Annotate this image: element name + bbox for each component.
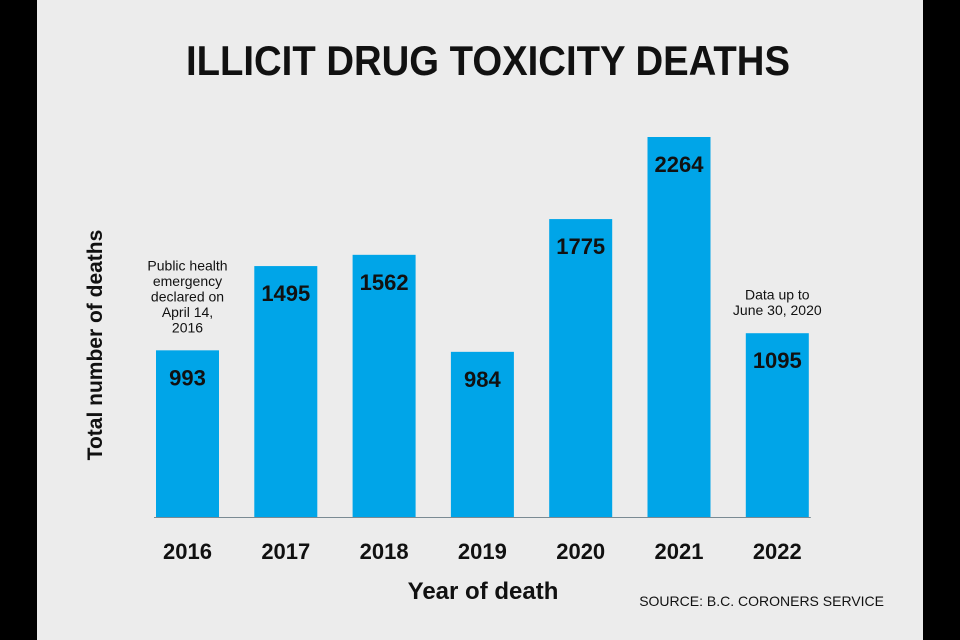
annotation-line: Public health xyxy=(147,257,227,273)
bar-chart: ILLICIT DRUG TOXICITY DEATHS 993 2016 1495… xyxy=(84,37,884,609)
x-tick-2021: 2021 xyxy=(655,539,704,564)
bar-2019 xyxy=(450,351,514,517)
x-tick-2022: 2022 xyxy=(753,539,802,564)
bar-2022 xyxy=(745,333,809,517)
source-note: SOURCE: B.C. CORONERS SERVICE xyxy=(639,593,884,609)
annotation-line: April 14, xyxy=(162,304,213,320)
data-label-2021: 2264 xyxy=(655,152,705,177)
annotation-line: Data up to xyxy=(745,287,810,303)
chart-title: ILLICIT DRUG TOXICITY DEATHS xyxy=(186,37,790,84)
bar-2016 xyxy=(156,350,219,517)
x-tick-2018: 2018 xyxy=(360,539,409,564)
labels-layer: 993 2016 1495 2017 1562 2018 984 2019 1775 2020 22… xyxy=(147,152,821,564)
data-label-2019: 984 xyxy=(464,367,501,392)
annotation-line: declared on xyxy=(151,288,224,304)
annotation-line: June 30, 2020 xyxy=(733,302,822,318)
x-tick-2016: 2016 xyxy=(163,539,212,564)
annotation-line: 2016 xyxy=(172,319,203,335)
chart-card: ILLICIT DRUG TOXICITY DEATHS 993 2016 1495… xyxy=(37,0,923,640)
data-label-2020: 1775 xyxy=(556,234,605,259)
bar-2018 xyxy=(352,254,416,518)
bar-2021 xyxy=(647,137,711,517)
y-axis-label: Total number of deaths xyxy=(84,230,107,461)
data-label-2016: 993 xyxy=(169,365,206,390)
bar-2020 xyxy=(549,219,613,517)
data-label-2017: 1495 xyxy=(261,281,310,306)
bar-2017 xyxy=(254,266,318,517)
x-axis-label: Year of death xyxy=(408,578,559,605)
bars-layer xyxy=(154,137,811,518)
data-label-2018: 1562 xyxy=(360,270,409,295)
annotation-line: emergency xyxy=(153,273,222,289)
data-label-2022: 1095 xyxy=(753,348,802,373)
x-tick-2017: 2017 xyxy=(261,539,310,564)
x-tick-2019: 2019 xyxy=(458,539,507,564)
x-tick-2020: 2020 xyxy=(556,539,605,564)
